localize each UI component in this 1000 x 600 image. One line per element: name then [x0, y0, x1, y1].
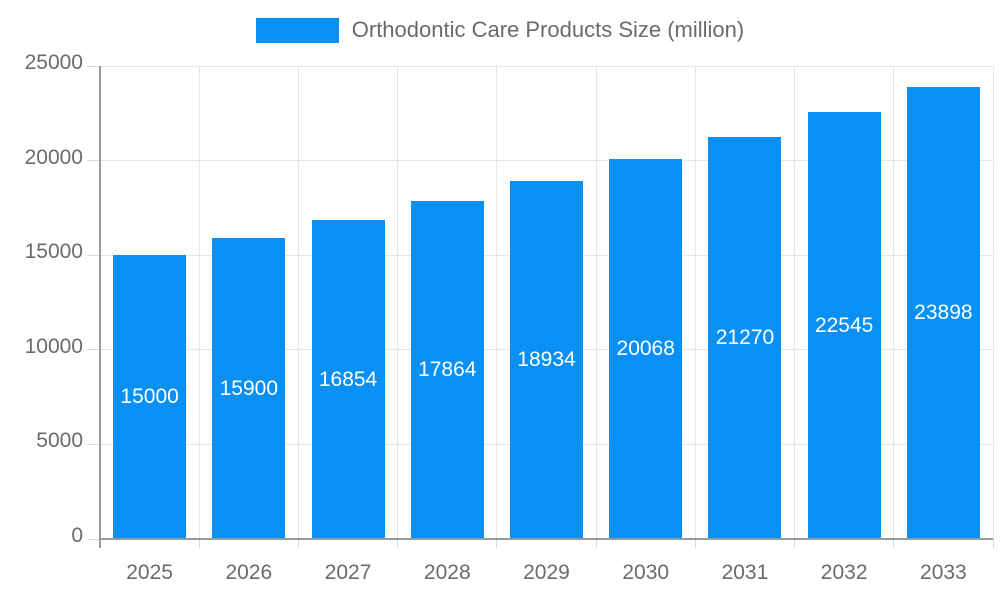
bar-2032[interactable]: 22545 — [807, 112, 881, 539]
bar-value-label: 18934 — [517, 347, 576, 371]
x-axis-tick-label: 2026 — [225, 561, 273, 584]
bar-value-label: 16854 — [318, 367, 378, 391]
x-axis-tick-label: 2031 — [721, 561, 769, 584]
x-axis-tick — [198, 539, 200, 548]
bar-value-label: 23898 — [914, 300, 973, 324]
x-axis-tick — [694, 539, 696, 548]
y-axis-tick — [87, 443, 100, 445]
y-axis-tick — [87, 65, 100, 67]
y-axis-tick-label: 15000 — [24, 240, 83, 264]
v-gridline — [992, 66, 994, 539]
x-axis-tick — [496, 539, 498, 548]
x-axis-tick — [397, 539, 399, 548]
x-axis-tick — [992, 539, 994, 548]
y-axis-tick-label: 5000 — [36, 429, 83, 453]
bar-2031[interactable]: 21270 — [708, 136, 782, 539]
x-axis-tick-label: 2025 — [126, 561, 173, 584]
y-axis-tick — [87, 538, 100, 540]
bar-value-label: 15000 — [120, 385, 179, 409]
bar-value-label: 15900 — [219, 376, 279, 400]
x-axis-line — [99, 538, 993, 540]
h-gridline — [100, 160, 993, 162]
bar-2028[interactable]: 17864 — [410, 201, 484, 539]
y-axis-tick-label: 25000 — [24, 51, 83, 74]
bar-value-label: 22545 — [814, 313, 874, 337]
legend-swatch-icon — [255, 17, 339, 43]
x-axis-tick-label: 2028 — [423, 561, 471, 584]
y-axis-tick-label: 10000 — [24, 334, 83, 358]
bar-2025[interactable]: 15000 — [113, 255, 187, 539]
y-axis-tick — [87, 349, 100, 351]
x-axis-tick-label: 2030 — [622, 561, 670, 584]
x-axis-tick — [794, 539, 796, 548]
bar-2029[interactable]: 18934 — [510, 180, 583, 539]
x-axis-tick — [595, 539, 597, 548]
v-gridline — [794, 66, 796, 539]
x-axis-tick-label: 2033 — [920, 561, 967, 584]
v-gridline — [595, 66, 597, 539]
x-axis-tick — [893, 539, 895, 548]
v-gridline — [297, 66, 299, 539]
bar-2027[interactable]: 16854 — [311, 220, 385, 539]
v-gridline — [694, 66, 696, 539]
x-axis-tick-label: 2027 — [324, 561, 372, 584]
bar-value-label: 21270 — [715, 325, 775, 349]
y-axis-line — [99, 66, 101, 548]
v-gridline — [496, 66, 498, 539]
y-axis-tick-label: 20000 — [24, 145, 83, 169]
bar-2033[interactable]: 23898 — [906, 86, 980, 539]
chart-legend[interactable]: Orthodontic Care Products Size (million) — [0, 17, 1000, 43]
bar-2030[interactable]: 20068 — [609, 159, 683, 539]
x-axis-tick-label: 2029 — [523, 561, 570, 584]
x-axis-tick — [297, 539, 299, 548]
v-gridline — [198, 66, 200, 539]
legend-label: Orthodontic Care Products Size (million) — [351, 17, 745, 42]
y-axis-tick — [87, 254, 100, 256]
bar-2026[interactable]: 15900 — [212, 238, 286, 539]
v-gridline — [893, 66, 895, 539]
v-gridline — [397, 66, 399, 539]
bar-value-label: 17864 — [418, 357, 477, 381]
y-axis-tick-label: 0 — [71, 524, 83, 547]
x-axis-tick-label: 2032 — [820, 561, 868, 584]
bar-value-label: 20068 — [616, 337, 675, 361]
h-gridline — [100, 65, 993, 67]
y-axis-tick — [87, 160, 100, 162]
